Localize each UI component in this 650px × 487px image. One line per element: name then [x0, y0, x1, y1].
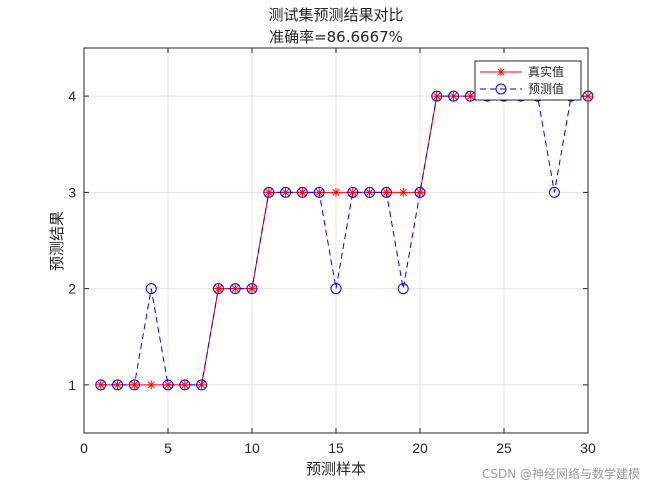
x-tick-label: 15 [328, 440, 344, 456]
point-pred [95, 379, 107, 391]
axis-ticks [83, 48, 589, 433]
legend-marker-pred [495, 83, 507, 95]
point-pred [414, 186, 426, 198]
x-tick-label: 5 [164, 440, 172, 456]
point-pred [364, 186, 376, 198]
point-true [281, 187, 291, 197]
point-pred [280, 186, 292, 198]
point-pred [179, 379, 191, 391]
point-true [213, 284, 223, 294]
y-tick-label: 1 [68, 377, 76, 393]
point-true [230, 284, 240, 294]
point-true [96, 380, 106, 390]
point-true [163, 380, 173, 390]
y-axis-label: 预测结果 [48, 211, 66, 271]
point-pred [196, 379, 208, 391]
point-pred [162, 379, 174, 391]
series-line-pred [100, 95, 588, 386]
point-true [415, 187, 425, 197]
x-tick-label: 30 [580, 440, 596, 456]
point-true [365, 187, 375, 197]
axis-tick-labels: 0 5 10 15 20 25 30 1 2 3 4 [68, 88, 596, 456]
point-pred [313, 186, 325, 198]
point-true [314, 187, 324, 197]
point-pred [582, 90, 594, 102]
x-axis-label: 预测样本 [306, 460, 366, 478]
point-true [297, 187, 307, 197]
point-true [331, 187, 341, 197]
point-pred [229, 283, 241, 295]
point-pred [263, 186, 275, 198]
point-pred [448, 90, 460, 102]
point-true [381, 187, 391, 197]
point-true [197, 380, 207, 390]
point-pred [128, 379, 140, 391]
chart-subtitle: 准确率=86.6667% [269, 28, 403, 46]
legend-label-true: 真实值 [528, 64, 564, 79]
point-true [583, 91, 593, 101]
grid [84, 48, 588, 433]
point-pred [347, 186, 359, 198]
point-true [264, 187, 274, 197]
point-true [247, 284, 257, 294]
point-true [398, 187, 408, 197]
point-true [465, 91, 475, 101]
point-pred [548, 186, 560, 198]
x-tick-label: 20 [412, 440, 428, 456]
legend: 真实值 预测值 [474, 60, 582, 101]
x-tick-label: 25 [496, 440, 512, 456]
point-pred [246, 283, 258, 295]
point-true [146, 380, 156, 390]
legend-label-pred: 预测值 [528, 81, 564, 96]
point-pred [145, 283, 157, 295]
point-true [113, 380, 123, 390]
point-pred [212, 283, 224, 295]
watermark: CSDN @神经网络与数学建模 [482, 466, 640, 481]
x-tick-label: 0 [80, 440, 88, 456]
legend-star [496, 67, 506, 77]
y-tick-label: 2 [68, 281, 76, 297]
point-pred [397, 283, 409, 295]
legend-marker-true [496, 67, 506, 77]
x-tick-label: 10 [244, 440, 260, 456]
point-true [180, 380, 190, 390]
legend-box [474, 60, 582, 101]
series-layer [95, 90, 594, 391]
point-true [432, 91, 442, 101]
series-line-true [100, 95, 588, 386]
point-true [129, 380, 139, 390]
chart-title: 测试集预测结果对比 [268, 6, 403, 24]
point-pred [431, 90, 443, 102]
point-pred [296, 186, 308, 198]
point-pred [112, 379, 124, 391]
y-tick-label: 3 [68, 184, 76, 200]
point-true [348, 187, 358, 197]
y-tick-label: 4 [68, 88, 76, 104]
point-pred [330, 283, 342, 295]
point-pred [380, 186, 392, 198]
point-true [449, 91, 459, 101]
